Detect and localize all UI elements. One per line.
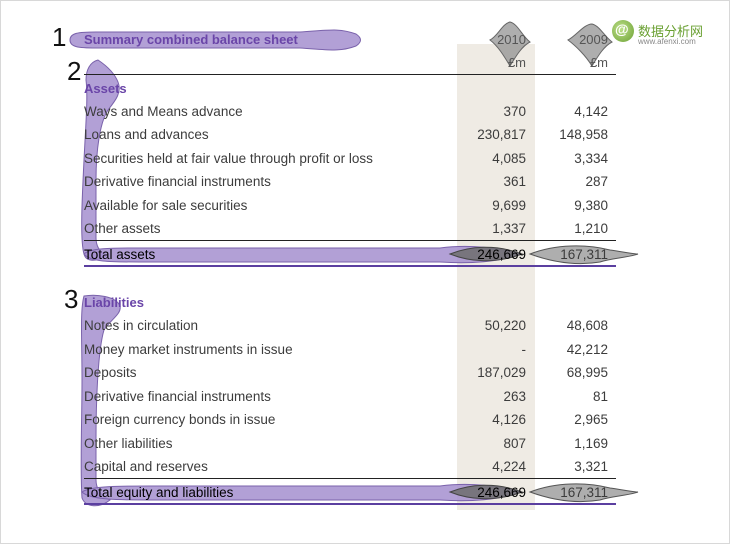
- asset-row-2010: 361: [503, 174, 526, 189]
- asset-row-label: Available for sale securities: [84, 198, 248, 213]
- asset-row-2010: 1,337: [492, 221, 526, 236]
- liability-row-2009: 48,608: [566, 318, 608, 333]
- asset-row-2010: 370: [503, 104, 526, 119]
- site-logo: @ 数据分析网 www.afenxi.com: [612, 18, 722, 50]
- logo-url: www.afenxi.com: [638, 37, 696, 46]
- asset-row-2009: 148,958: [559, 127, 608, 142]
- liability-row-2010: 187,029: [477, 365, 526, 380]
- liability-row-label: Foreign currency bonds in issue: [84, 412, 276, 427]
- liability-row-2010: 263: [503, 389, 526, 404]
- liability-row-2009: 68,995: [566, 365, 608, 380]
- liability-row-label: Money market instruments in issue: [84, 342, 293, 357]
- asset-row-label: Ways and Means advance: [84, 104, 243, 119]
- liability-row-2010: -: [521, 342, 527, 357]
- col-header-2010: 2010: [497, 32, 526, 47]
- liabilities-heading: Liabilities: [84, 295, 144, 310]
- asset-row-label: Derivative financial instruments: [84, 174, 271, 189]
- col-unit-2009: £m: [589, 55, 608, 70]
- total-assets-2009: 167,311: [560, 247, 608, 262]
- asset-row-2009: 1,210: [574, 221, 608, 236]
- liability-row-2009: 1,169: [574, 436, 608, 451]
- liability-row-label: Notes in circulation: [84, 318, 199, 333]
- asset-row-label: Securities held at fair value through pr…: [84, 151, 373, 166]
- liability-row-label: Other liabilities: [84, 436, 173, 451]
- total-equity-label: Total equity and liabilities: [84, 485, 234, 500]
- assets-subtotal-rule: [84, 240, 616, 241]
- col-unit-2010: £m: [507, 55, 526, 70]
- total-assets-rule: [84, 265, 616, 267]
- step-marker-1: 1: [52, 22, 67, 52]
- liability-row-label: Derivative financial instruments: [84, 389, 271, 404]
- asset-row-2010: 4,085: [492, 151, 526, 166]
- liability-row-label: Deposits: [84, 365, 137, 380]
- asset-row-label: Loans and advances: [84, 127, 209, 142]
- step-marker-2: 2: [67, 56, 82, 86]
- liability-row-2009: 3,321: [574, 459, 608, 474]
- total-equity-rule: [84, 503, 616, 505]
- logo-mark: @: [615, 21, 629, 37]
- total-assets-2010: 246,669: [477, 247, 526, 262]
- header-rule: [84, 74, 616, 75]
- asset-row-2010: 9,699: [492, 198, 526, 213]
- liability-row-2009: 2,965: [574, 412, 608, 427]
- asset-row-label: Other assets: [84, 221, 161, 236]
- asset-row-2009: 9,380: [574, 198, 608, 213]
- total-equity-2010-blob: [448, 484, 524, 500]
- total-equity-2009-blob: [528, 483, 639, 503]
- title-highlight-swoosh: [69, 29, 361, 51]
- total-assets-2010-blob: [448, 246, 524, 262]
- asset-row-2009: 3,334: [574, 151, 608, 166]
- liability-row-2010: 50,220: [484, 318, 526, 333]
- sheet-title: Summary combined balance sheet: [84, 32, 298, 47]
- liability-row-2009: 42,212: [566, 342, 608, 357]
- liability-row-2010: 807: [503, 436, 526, 451]
- total-equity-2010: 246,669: [477, 485, 526, 500]
- assets-heading: Assets: [84, 81, 127, 96]
- step-marker-3: 3: [64, 284, 79, 314]
- total-assets-2009-blob: [528, 245, 639, 265]
- asset-row-2009: 4,142: [574, 104, 608, 119]
- liability-row-2010: 4,126: [492, 412, 526, 427]
- liability-row-2010: 4,224: [492, 459, 526, 474]
- asset-row-2009: 287: [585, 174, 608, 189]
- header-2009-blob: [567, 23, 613, 67]
- column-2010-highlight: [457, 44, 535, 510]
- total-equity-2009: 167,311: [560, 485, 608, 500]
- logo-circle-icon: [612, 20, 634, 42]
- asset-row-2010: 230,817: [477, 127, 526, 142]
- liability-row-2009: 81: [592, 389, 608, 404]
- total-assets-label: Total assets: [84, 247, 156, 262]
- col-header-2009: 2009: [579, 32, 608, 47]
- logo-name: 数据分析网: [638, 24, 704, 39]
- liabilities-subtotal-rule: [84, 478, 616, 479]
- header-2010-blob: [489, 21, 531, 67]
- liability-row-label: Capital and reserves: [84, 459, 208, 474]
